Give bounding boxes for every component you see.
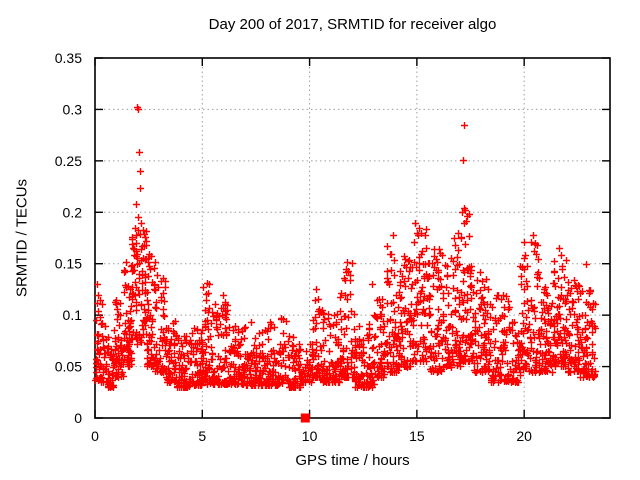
scatter-points xyxy=(92,104,599,391)
x-tick-label: 5 xyxy=(198,428,206,444)
x-axis-label: GPS time / hours xyxy=(295,452,410,469)
y-tick-label: 0.3 xyxy=(63,101,83,117)
y-tick-label: 0.25 xyxy=(55,153,82,169)
x-tick-label: 0 xyxy=(91,428,99,444)
plot-frame xyxy=(94,57,611,419)
y-tick-label: 0 xyxy=(74,410,82,426)
x-tick-label: 20 xyxy=(516,428,532,444)
y-tick-label: 0.35 xyxy=(55,50,82,66)
y-tick-label: 0.05 xyxy=(55,359,82,375)
chart-title: Day 200 of 2017, SRMTID for receiver alg… xyxy=(208,16,497,33)
x-tick-label: 15 xyxy=(409,428,425,444)
y-tick-label: 0.2 xyxy=(63,204,83,220)
x-tick-label: 10 xyxy=(302,428,318,444)
special-square-marker xyxy=(300,413,310,423)
y-axis-label: SRMTID / TECUs xyxy=(13,178,31,298)
y-tick-label: 0.1 xyxy=(63,307,83,323)
y-tick-label: 0.15 xyxy=(55,256,82,272)
